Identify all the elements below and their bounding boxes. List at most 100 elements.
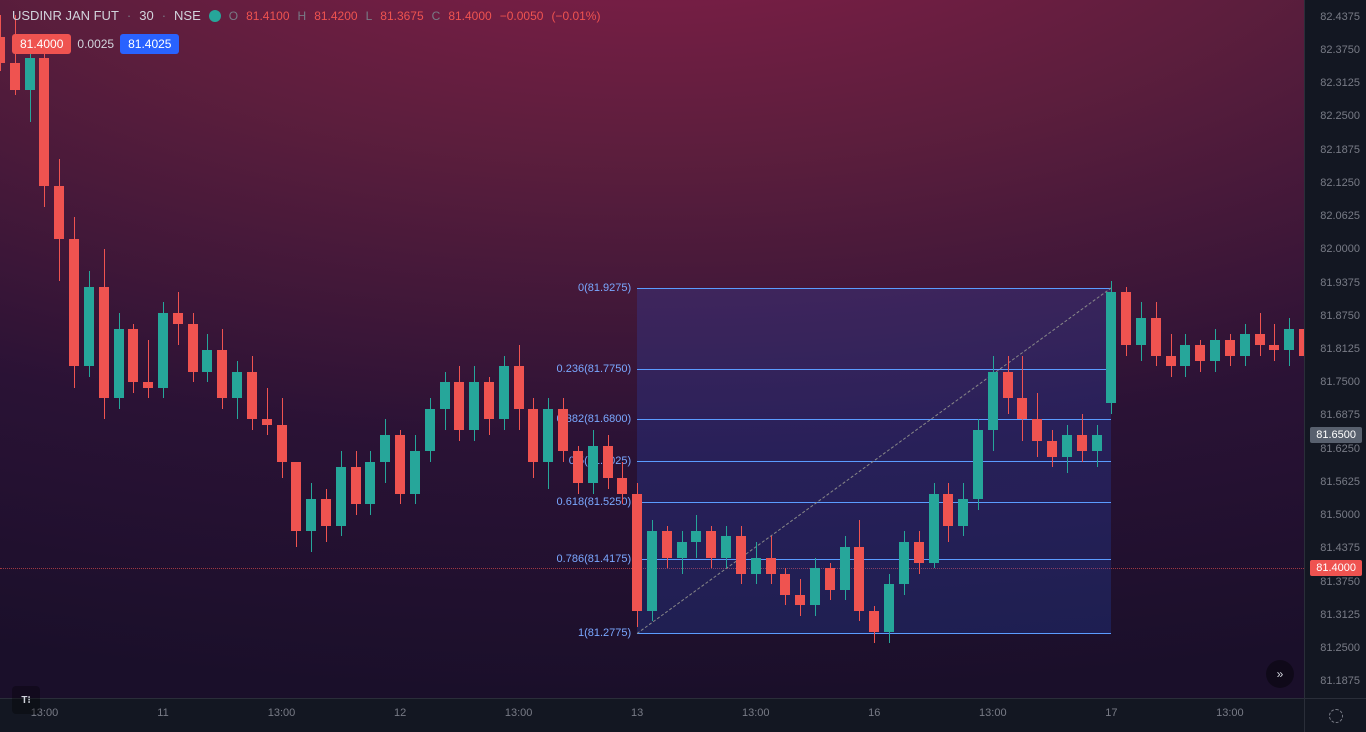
candle-body <box>691 531 701 542</box>
candle-body <box>202 350 212 371</box>
open-label: O <box>229 9 238 23</box>
candle-wick <box>1230 334 1231 366</box>
candle-body <box>736 536 746 573</box>
price-axis[interactable]: 82.437582.375082.312582.250082.187582.12… <box>1304 0 1366 698</box>
candle-wick <box>756 542 757 585</box>
candle-body <box>1180 345 1190 366</box>
fib-level-line <box>637 419 1111 420</box>
candle-body <box>351 467 361 504</box>
candle-wick <box>119 313 120 409</box>
candle-wick <box>608 435 609 488</box>
fib-trend-line <box>637 288 1112 634</box>
candle-body <box>247 372 257 420</box>
candle-wick <box>815 558 816 616</box>
candle-wick <box>178 292 179 345</box>
candle-body <box>617 478 627 494</box>
candle-body <box>499 366 509 419</box>
candle-wick <box>207 334 208 382</box>
candle-wick <box>696 515 697 558</box>
time-axis[interactable]: 13:001113:001213:001313:001613:001713:00… <box>0 698 1304 732</box>
symbol-name[interactable]: USDINR JAN FUT <box>12 8 119 23</box>
candle-wick <box>845 536 846 600</box>
candle-wick <box>785 568 786 605</box>
candle-body <box>380 435 390 462</box>
candle-body <box>1240 334 1250 355</box>
candle-body <box>143 382 153 387</box>
ask-badge[interactable]: 81.4025 <box>120 34 179 54</box>
candle-wick <box>104 249 105 419</box>
candle-wick <box>148 340 149 398</box>
y-axis-label: 81.7500 <box>1320 376 1360 388</box>
candle-wick <box>1289 318 1290 366</box>
y-axis-label: 81.1875 <box>1320 675 1360 687</box>
candle-wick <box>326 489 327 542</box>
candle-body <box>854 547 864 611</box>
candle-wick <box>252 356 253 430</box>
candle-body <box>395 435 405 493</box>
candle-wick <box>1126 287 1127 356</box>
high-label: H <box>298 9 307 23</box>
fib-retracement-zone[interactable] <box>637 288 1111 634</box>
candle-body <box>988 372 998 430</box>
candle-wick <box>578 446 579 494</box>
candle-body <box>39 58 49 186</box>
candle-wick <box>385 419 386 483</box>
candle-wick <box>934 483 935 568</box>
y-axis-label: 81.2500 <box>1320 642 1360 654</box>
candle-wick <box>133 324 134 393</box>
candle-body <box>825 568 835 589</box>
fib-level-label: 0.786(81.4175) <box>557 553 632 565</box>
y-axis-label: 81.6875 <box>1320 409 1360 421</box>
axis-settings-button[interactable] <box>1304 698 1366 732</box>
low-value: 81.3675 <box>380 9 423 23</box>
candle-body <box>84 287 94 367</box>
candle-wick <box>548 398 549 488</box>
candle-wick <box>311 483 312 552</box>
x-axis-label: 13:00 <box>1216 707 1244 719</box>
candle-wick <box>267 388 268 436</box>
candle-wick <box>44 53 45 207</box>
bid-badge[interactable]: 81.4000 <box>12 34 71 54</box>
candle-body <box>810 568 820 605</box>
scroll-to-latest-button[interactable]: » <box>1266 660 1294 688</box>
tradingview-logo-icon[interactable]: T⁝ <box>12 686 40 714</box>
y-axis-label: 82.4375 <box>1320 11 1360 23</box>
candle-wick <box>889 574 890 643</box>
candle-wick <box>963 483 964 536</box>
fib-level-line <box>637 633 1111 634</box>
candle-wick <box>296 462 297 547</box>
fib-level-label: 0(81.9275) <box>578 282 631 294</box>
candle-body <box>25 58 35 90</box>
candle-body <box>99 287 109 399</box>
candle-body <box>528 409 538 462</box>
y-axis-label: 82.0000 <box>1320 243 1360 255</box>
y-axis-label: 82.1250 <box>1320 177 1360 189</box>
candle-wick <box>74 217 75 387</box>
timeframe[interactable]: 30 <box>139 8 153 23</box>
candle-body <box>114 329 124 398</box>
candle-wick <box>504 356 505 430</box>
candle-body <box>1003 372 1013 399</box>
candle-body <box>0 37 5 64</box>
candle-body <box>306 499 316 531</box>
candle-body <box>751 558 761 574</box>
candle-wick <box>1215 329 1216 372</box>
fib-level-line <box>637 559 1111 560</box>
y-axis-label: 82.1875 <box>1320 144 1360 156</box>
candle-body <box>1151 318 1161 355</box>
candle-wick <box>15 15 16 95</box>
candle-wick <box>726 526 727 569</box>
price-chart[interactable]: 0(81.9275)0.236(81.7750)0.382(81.6800)0.… <box>0 0 1304 698</box>
candle-body <box>1121 292 1131 345</box>
candle-wick <box>59 159 60 281</box>
candle-body <box>766 558 776 574</box>
fib-level-label: 0.382(81.6800) <box>557 413 632 425</box>
candle-body <box>869 611 879 632</box>
y-axis-label: 81.8750 <box>1320 310 1360 322</box>
candle-wick <box>741 526 742 584</box>
x-axis-label: 12 <box>394 707 406 719</box>
y-axis-label: 81.8125 <box>1320 343 1360 355</box>
candle-body <box>69 239 79 367</box>
candle-wick <box>667 526 668 569</box>
candle-wick <box>948 483 949 541</box>
